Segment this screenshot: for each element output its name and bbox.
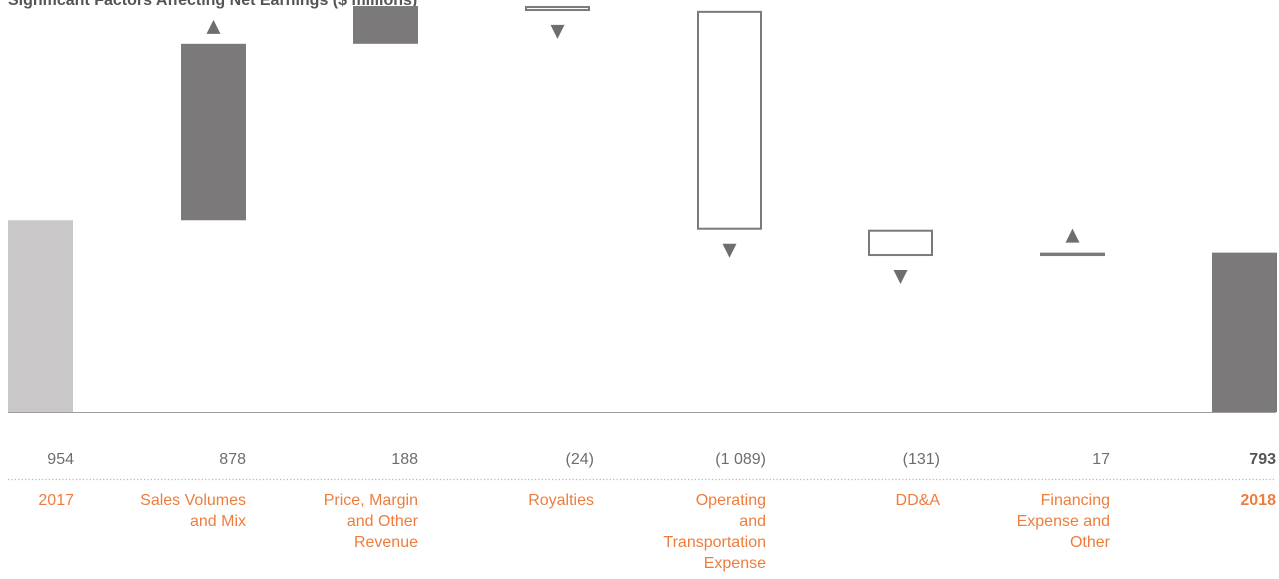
bar-4 (697, 10, 762, 230)
chart-title: Significant Factors Affecting Net Earnin… (8, 0, 418, 9)
bar-3 (525, 6, 590, 12)
value-label: 878 (219, 451, 246, 468)
bar-7 (1212, 252, 1277, 412)
value-label: 954 (47, 451, 74, 468)
category-label: DD&A (896, 492, 941, 509)
bar-0 (8, 220, 73, 412)
category-label: Royalties (528, 492, 594, 509)
category-label: Operating and Transportation Expense (663, 492, 766, 572)
arrow-down-icon (722, 243, 737, 258)
category-label: Price, Margin and Other Revenue (324, 492, 419, 551)
category-label: Sales Volumes and Mix (140, 492, 246, 530)
bar-6 (1040, 252, 1105, 257)
value-label: 188 (391, 451, 418, 468)
bar-5 (868, 229, 933, 257)
value-label: 793 (1249, 451, 1276, 468)
bar-2 (353, 6, 418, 44)
arrow-down-icon (893, 270, 908, 285)
bar-1 (181, 43, 246, 221)
category-label: 2018 (1240, 492, 1276, 509)
value-label: (24) (566, 451, 594, 468)
category-label: 2017 (38, 492, 74, 509)
value-label: (1 089) (715, 451, 766, 468)
value-label: 17 (1092, 451, 1110, 468)
arrow-up-icon (206, 19, 221, 34)
arrow-down-icon (550, 24, 565, 39)
arrow-up-icon (1065, 228, 1080, 243)
value-label: (131) (903, 451, 940, 468)
category-label: Financing Expense and Other (1017, 492, 1111, 551)
